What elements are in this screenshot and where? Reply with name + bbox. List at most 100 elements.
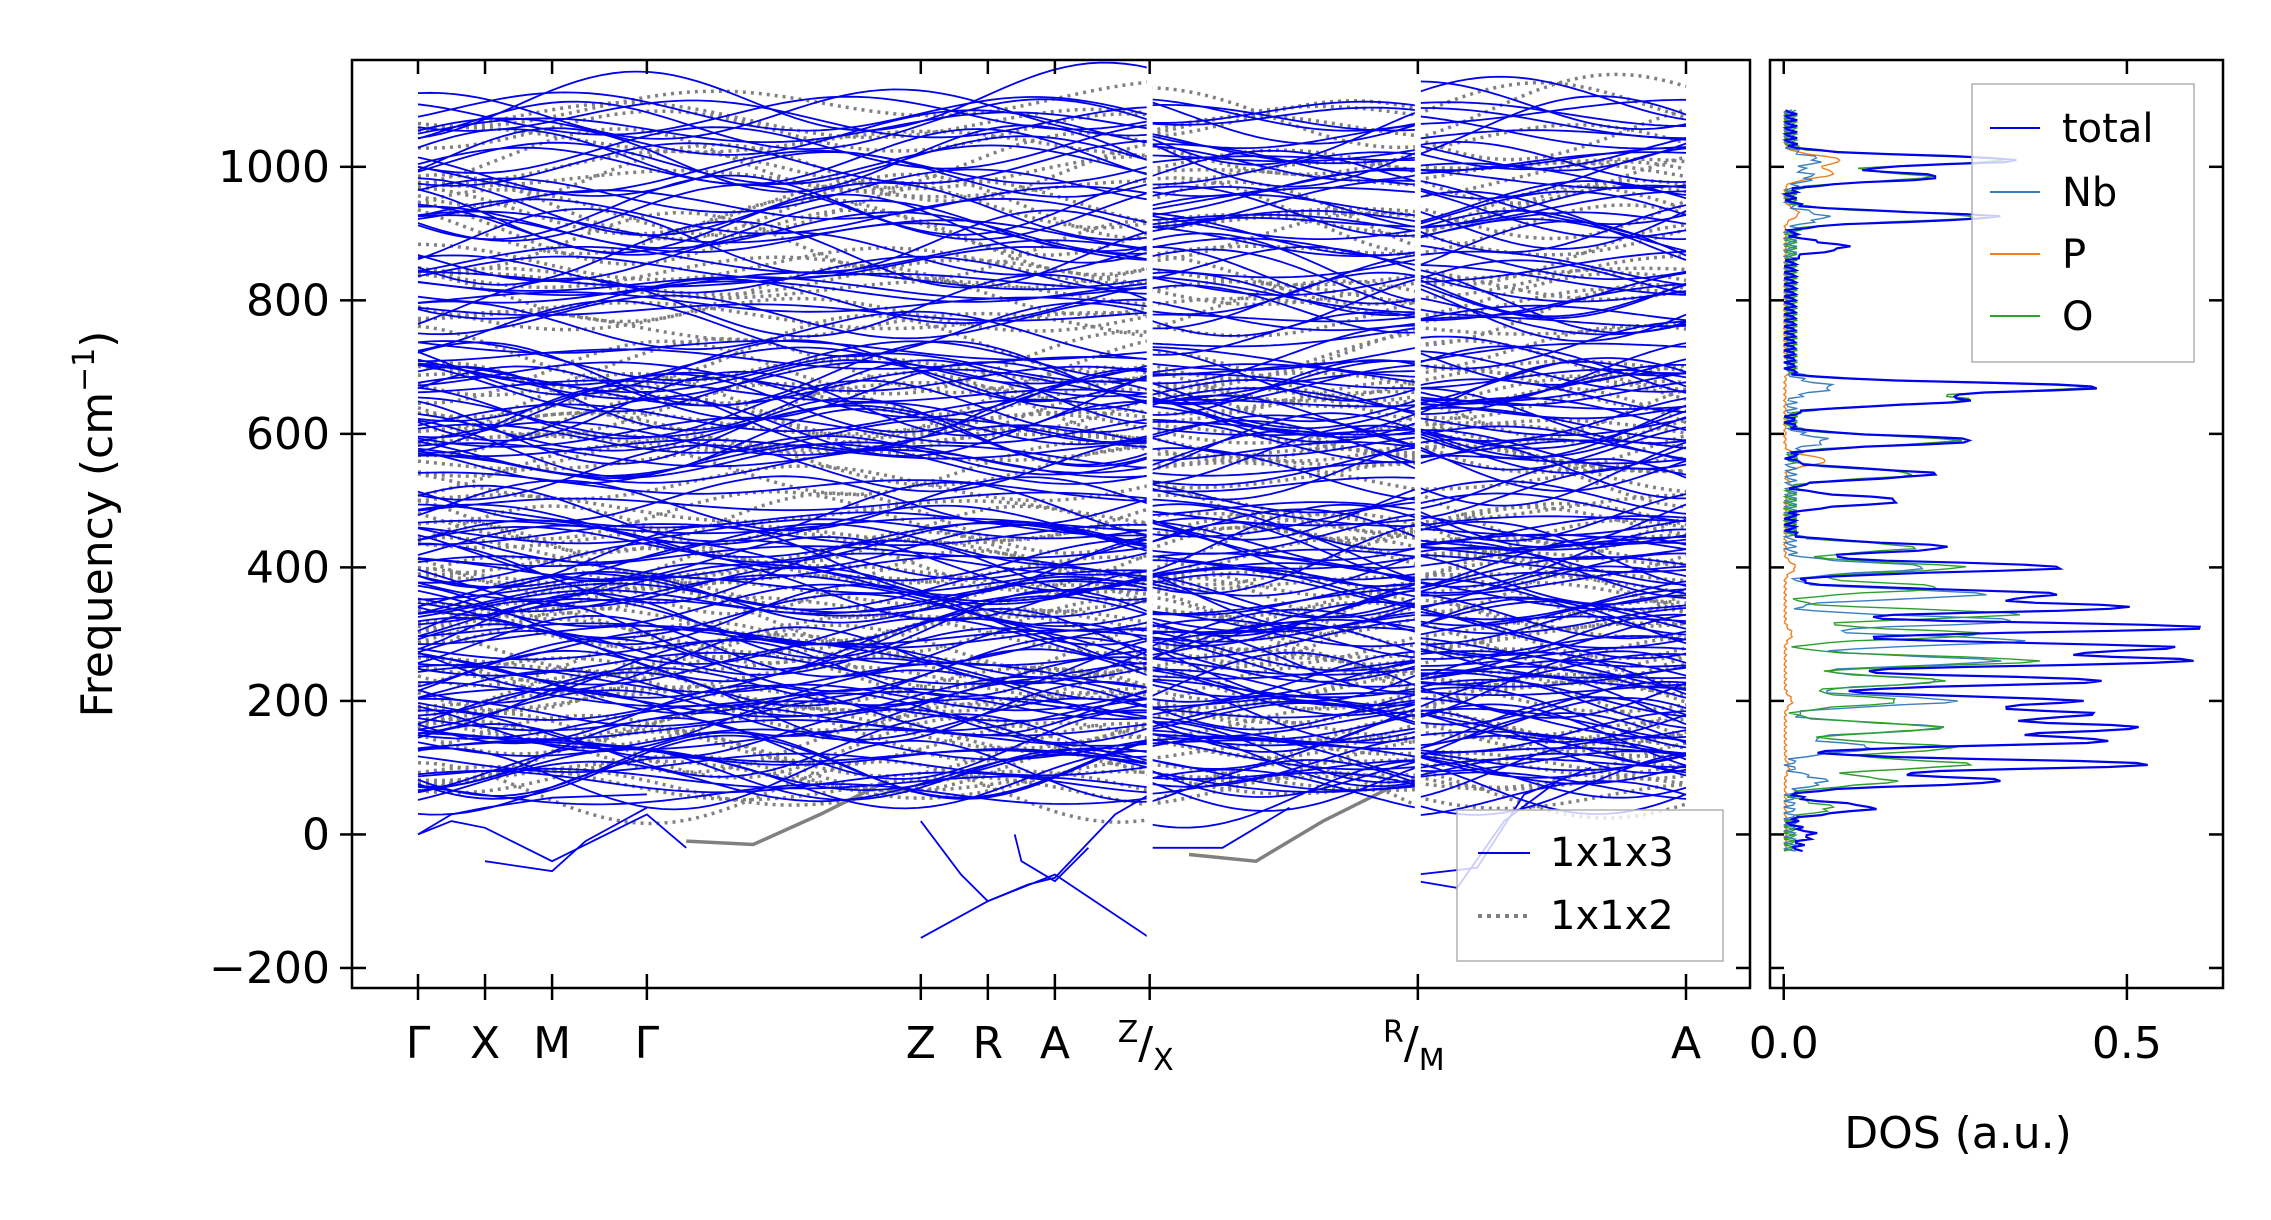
band-branch-1x1x3 bbox=[417, 291, 1150, 313]
band-branch-1x1x3 bbox=[1417, 396, 1687, 431]
band-branch-1x1x2 bbox=[1417, 549, 1687, 568]
band-branch-1x1x2 bbox=[1149, 647, 1419, 690]
band-branch-1x1x3 bbox=[417, 744, 1150, 801]
band-branch-1x1x3 bbox=[417, 552, 1150, 581]
band-branch-1x1x3 bbox=[1149, 324, 1418, 385]
band-branch-1x1x3 bbox=[1417, 297, 1687, 336]
band-branch-1x1x3 bbox=[417, 569, 1150, 601]
band-branch-1x1x2 bbox=[1417, 123, 1687, 153]
dos-axes-frame bbox=[1768, 58, 2225, 990]
band-branch-1x1x3 bbox=[417, 638, 1150, 667]
band-branch-1x1x3 bbox=[1417, 711, 1687, 743]
band-branch-1x1x3 bbox=[1149, 582, 1419, 619]
band-branch-1x1x3 bbox=[417, 185, 1150, 220]
band-branch-1x1x3 bbox=[1417, 755, 1687, 799]
band-branch-1x1x3 bbox=[1149, 679, 1418, 744]
band-branch-1x1x3 bbox=[417, 280, 1150, 304]
band-branch-1x1x3 bbox=[1149, 527, 1418, 587]
band-branch-1x1x2 bbox=[417, 493, 1150, 525]
band-branch-1x1x2 bbox=[1417, 682, 1687, 740]
band-branch-1x1x3 bbox=[417, 367, 1150, 439]
band-branch-1x1x3 bbox=[1149, 186, 1418, 211]
y-tick-label: 200 bbox=[246, 676, 330, 727]
band-branch-1x1x3 bbox=[417, 124, 1151, 193]
band-branch-1x1x3 bbox=[1417, 546, 1687, 586]
band-branch-1x1x3 bbox=[417, 214, 1150, 261]
band-branch-1x1x3 bbox=[1417, 580, 1687, 611]
band-branch-1x1x3 bbox=[1149, 521, 1419, 582]
band-branch-1x1x2 bbox=[1149, 253, 1419, 306]
band-branch-1x1x2 bbox=[417, 587, 1150, 655]
band-branch-1x1x2 bbox=[1149, 244, 1418, 257]
band-branch-1x1x3 bbox=[1417, 683, 1687, 696]
path-break-lines bbox=[1146, 60, 1421, 988]
band-branch-1x1x3 bbox=[1149, 759, 1418, 792]
band-lines-1x1x3 bbox=[417, 61, 1687, 939]
band-branch-1x1x2 bbox=[1149, 511, 1418, 540]
band-branch-1x1x3 bbox=[1417, 445, 1687, 492]
band-branch-1x1x3 bbox=[417, 600, 1151, 671]
band-branch-1x1x3 bbox=[1149, 185, 1418, 237]
band-branch-1x1x3 bbox=[1417, 741, 1687, 799]
band-branch-1x1x3 bbox=[417, 361, 1150, 421]
band-branch-1x1x3 bbox=[1149, 151, 1418, 186]
band-branch-1x1x2 bbox=[1417, 184, 1687, 232]
band-branch-1x1x3 bbox=[1149, 414, 1419, 448]
band-branch-1x1x3 bbox=[417, 741, 1150, 764]
legend-label-nb: Nb bbox=[2062, 170, 2117, 216]
band-branch-1x1x3 bbox=[417, 713, 1150, 778]
band-branch-1x1x3 bbox=[1417, 282, 1687, 319]
band-branch-1x1x3 bbox=[417, 709, 1150, 788]
band-branch-1x1x3 bbox=[417, 739, 1150, 811]
band-branch-1x1x3 bbox=[1417, 277, 1687, 318]
band-branch-1x1x3 bbox=[1417, 635, 1687, 660]
dos-x-tick-label: 0.0 bbox=[1749, 1018, 1819, 1069]
acoustic-branch bbox=[484, 806, 648, 873]
band-branch-1x1x2 bbox=[1417, 72, 1687, 140]
band-branch-1x1x3 bbox=[1417, 283, 1687, 322]
band-branch-1x1x3 bbox=[1417, 204, 1687, 253]
band-branch-1x1x3 bbox=[417, 651, 1150, 685]
band-branch-1x1x3 bbox=[417, 518, 1150, 545]
band-branch-1x1x2 bbox=[417, 440, 1151, 497]
soft-mode-branch bbox=[920, 820, 1151, 939]
band-branch-1x1x3 bbox=[1417, 140, 1687, 183]
band-branch-1x1x3 bbox=[417, 622, 1150, 646]
kpoint-label: Z/X bbox=[1118, 1015, 1174, 1078]
dos-curve-total bbox=[1780, 109, 2202, 853]
legend-label-1x1x3: 1x1x3 bbox=[1550, 830, 1674, 876]
band-branch-1x1x2 bbox=[1149, 694, 1419, 725]
band-branch-1x1x3 bbox=[1417, 666, 1687, 688]
band-branch-1x1x2 bbox=[417, 711, 1151, 780]
band-branch-1x1x3 bbox=[417, 583, 1150, 628]
band-branch-1x1x3 bbox=[1417, 614, 1687, 660]
band-branch-1x1x3 bbox=[417, 299, 1150, 358]
band-branch-1x1x3 bbox=[417, 783, 1150, 806]
band-branch-1x1x3 bbox=[1417, 115, 1687, 150]
y-axis-title: Frequency (cm−1) bbox=[67, 331, 123, 718]
band-branch-1x1x3 bbox=[1149, 394, 1418, 447]
band-branch-1x1x3 bbox=[417, 719, 1150, 741]
acoustic-branch bbox=[417, 813, 687, 863]
band-branch-1x1x3 bbox=[1149, 179, 1418, 228]
legend-label-total: total bbox=[2062, 106, 2153, 152]
band-branch-1x1x3 bbox=[1417, 553, 1687, 573]
band-branch-1x1x3 bbox=[417, 517, 1150, 535]
band-branch-1x1x3 bbox=[417, 359, 1150, 432]
band-branch-1x1x2 bbox=[1417, 672, 1687, 711]
band-branch-1x1x3 bbox=[1417, 458, 1687, 510]
band-branch-1x1x3 bbox=[417, 570, 1150, 624]
band-branch-1x1x3 bbox=[1417, 594, 1687, 646]
band-branch-1x1x3 bbox=[1149, 657, 1418, 676]
band-branch-1x1x3 bbox=[1417, 528, 1686, 588]
band-branch-1x1x2 bbox=[417, 387, 1150, 458]
band-branch-1x1x2 bbox=[417, 563, 1150, 587]
band-branch-1x1x3 bbox=[1417, 751, 1687, 772]
band-branch-1x1x2 bbox=[1149, 447, 1419, 468]
band-branch-1x1x3 bbox=[417, 448, 1150, 484]
band-branch-1x1x3 bbox=[1149, 169, 1418, 216]
band-branch-1x1x3 bbox=[417, 210, 1150, 250]
band-branch-1x1x3 bbox=[417, 731, 1150, 800]
band-branch-1x1x2 bbox=[1149, 366, 1419, 403]
band-branch-1x1x3 bbox=[1149, 427, 1418, 437]
